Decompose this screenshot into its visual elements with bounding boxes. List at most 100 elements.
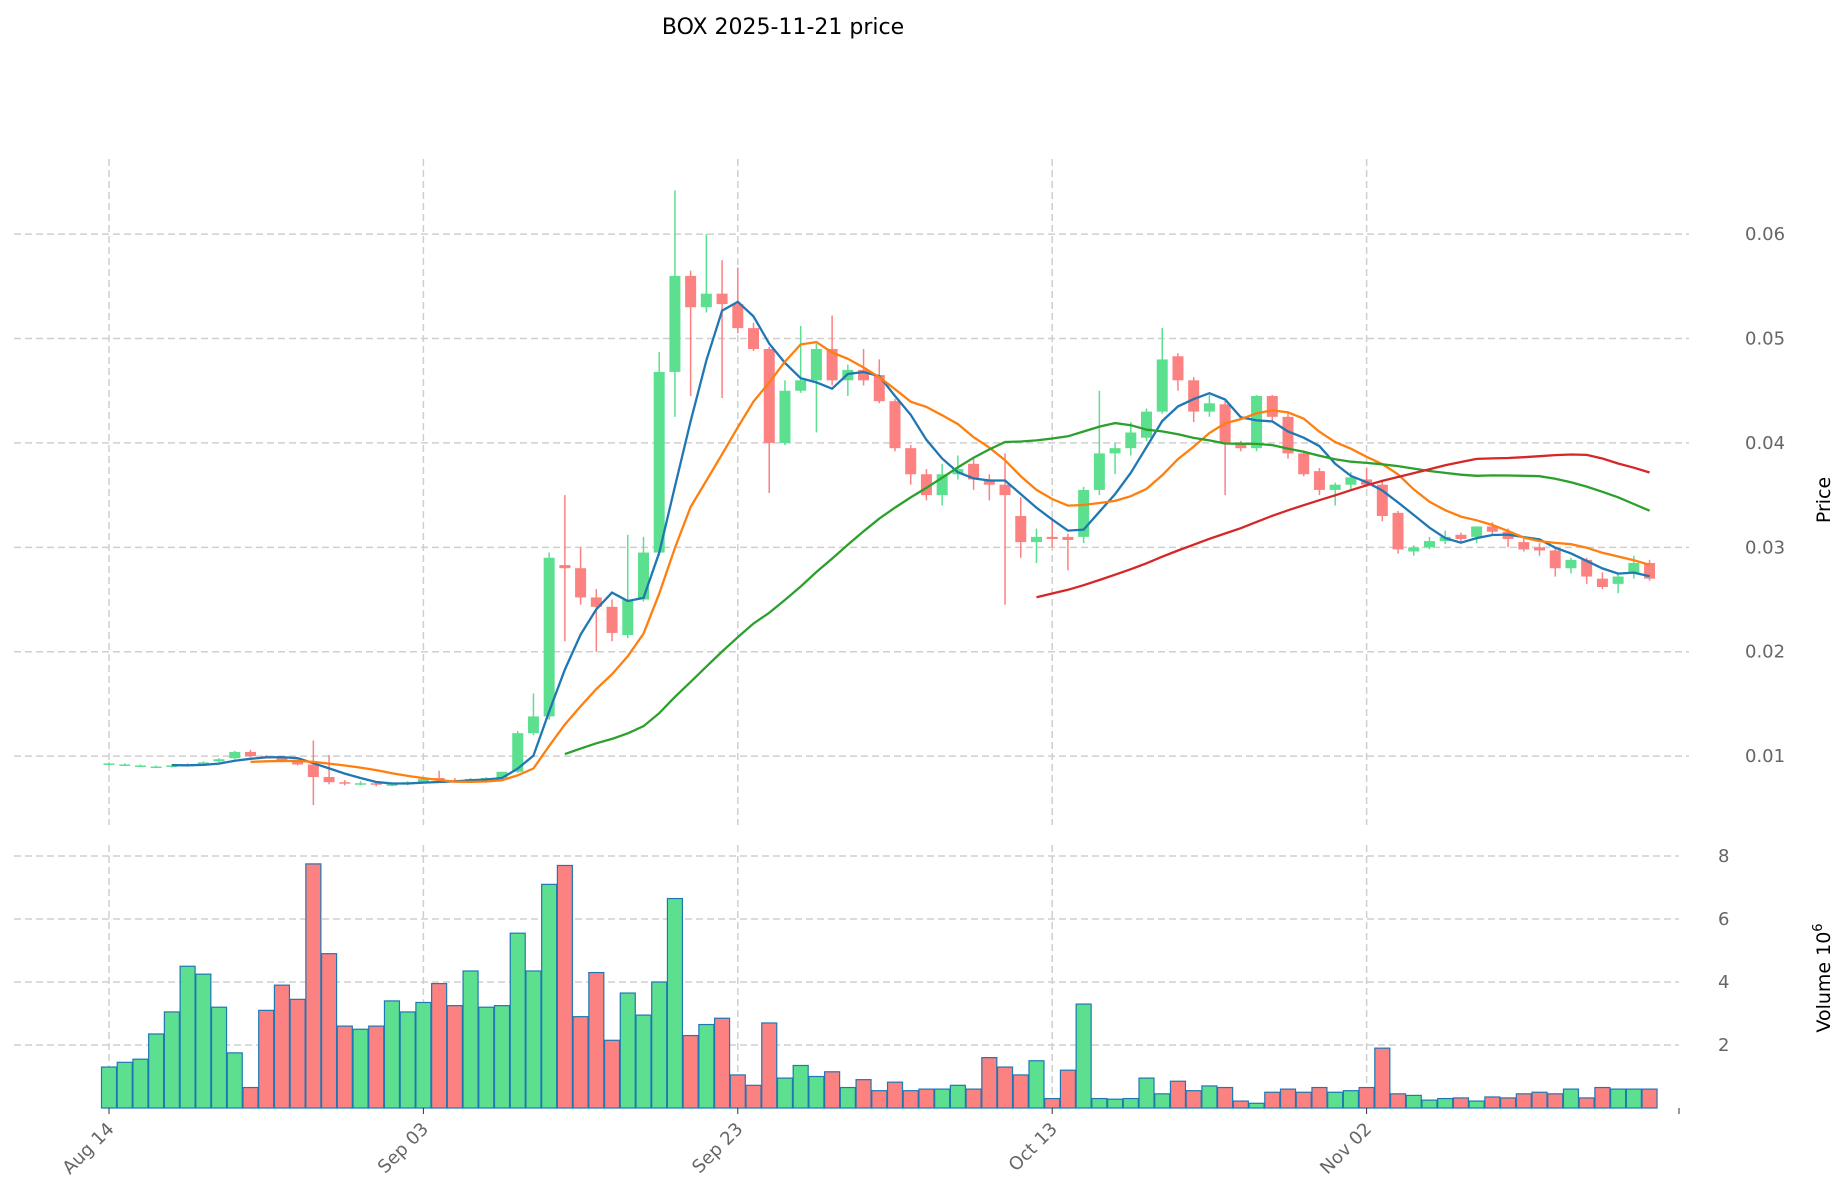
volume-bar bbox=[651, 981, 668, 1109]
candle-body bbox=[622, 599, 634, 636]
candle-body bbox=[637, 552, 649, 600]
candle-body bbox=[150, 766, 162, 769]
candle-body bbox=[386, 784, 398, 786]
volume-bar bbox=[179, 965, 196, 1109]
candle-body bbox=[512, 733, 524, 772]
moving-averages bbox=[171, 300, 1651, 785]
volume-bar bbox=[556, 864, 573, 1109]
ma-30-line bbox=[564, 421, 1651, 756]
volume-bar bbox=[1327, 1091, 1344, 1109]
volume-bar bbox=[1248, 1102, 1265, 1109]
volume-bar bbox=[635, 1014, 652, 1109]
candle-body bbox=[1015, 516, 1027, 543]
candle-body bbox=[134, 765, 146, 767]
candle-body bbox=[1251, 395, 1263, 449]
volume-bar bbox=[525, 970, 542, 1109]
volume-bar bbox=[902, 1090, 919, 1109]
candle-body bbox=[1141, 411, 1153, 438]
volume-bar bbox=[666, 897, 684, 1109]
candle-body bbox=[1612, 576, 1624, 584]
volume-bar bbox=[918, 1088, 935, 1109]
volume-bar bbox=[1374, 1047, 1391, 1109]
candle-body bbox=[1156, 359, 1168, 412]
candle-body bbox=[119, 764, 131, 766]
price-tick-label: 0.04 bbox=[1745, 433, 1785, 454]
price-axis-label: Price bbox=[1813, 477, 1835, 523]
candle-body bbox=[968, 463, 980, 480]
candle-body bbox=[1628, 562, 1640, 574]
volume-bar bbox=[776, 1077, 794, 1109]
volume-bar bbox=[116, 1061, 133, 1109]
x-tick-label: Sep 03 bbox=[374, 1119, 433, 1178]
candle-body bbox=[292, 761, 304, 765]
volume-bar bbox=[226, 1052, 243, 1109]
volume-bar bbox=[1342, 1090, 1359, 1109]
candle-body bbox=[590, 597, 602, 607]
volume-bar bbox=[1217, 1086, 1234, 1109]
volume-bar bbox=[808, 1075, 825, 1109]
volume-bar bbox=[588, 971, 605, 1109]
candle-body bbox=[1313, 471, 1325, 490]
candle-body bbox=[873, 375, 885, 402]
candle-body bbox=[810, 348, 822, 381]
volume-bar bbox=[289, 998, 306, 1109]
candle-body bbox=[779, 390, 791, 443]
volume-tick-label: 6 bbox=[1718, 909, 1729, 930]
volume-bar bbox=[981, 1057, 998, 1109]
candle-body bbox=[920, 474, 932, 496]
candle-body bbox=[575, 568, 587, 598]
ma-5-line bbox=[171, 300, 1650, 785]
candle-body bbox=[1392, 512, 1404, 550]
volume-bar bbox=[1594, 1086, 1611, 1109]
volume-bar bbox=[1641, 1088, 1658, 1109]
volume-bar bbox=[1169, 1080, 1187, 1109]
candle-body bbox=[606, 606, 618, 633]
volume-bar bbox=[729, 1074, 746, 1109]
volume-bar bbox=[195, 973, 212, 1109]
candle-body bbox=[1486, 526, 1498, 532]
candle-body bbox=[763, 348, 775, 443]
candle-body bbox=[229, 751, 241, 759]
candle-body bbox=[103, 763, 115, 765]
candle-body bbox=[1093, 453, 1105, 490]
volume-bar bbox=[934, 1088, 951, 1109]
volume-bar bbox=[1562, 1088, 1580, 1109]
price-tick-label: 0.03 bbox=[1745, 537, 1785, 558]
volume-bar bbox=[792, 1064, 809, 1109]
candle-body bbox=[716, 293, 728, 305]
candle-body bbox=[826, 348, 838, 381]
volume-bar bbox=[210, 1006, 228, 1109]
candle-body bbox=[1046, 536, 1058, 539]
candle-body bbox=[1235, 442, 1247, 449]
candle-body bbox=[1518, 542, 1530, 550]
volume-bars bbox=[100, 863, 1658, 1109]
candle-body bbox=[244, 751, 256, 757]
volume-bar bbox=[1311, 1086, 1328, 1109]
volume-bar bbox=[462, 970, 479, 1109]
volume-bar bbox=[839, 1086, 856, 1109]
volume-tick-label: 8 bbox=[1718, 846, 1729, 867]
volume-bar bbox=[1484, 1096, 1501, 1109]
x-tick-label: Aug 14 bbox=[59, 1119, 119, 1179]
volume-bar bbox=[1468, 1100, 1485, 1109]
chart-title: BOX 2025-11-21 price bbox=[662, 15, 904, 40]
candle-body bbox=[197, 762, 209, 765]
volume-bar bbox=[1437, 1097, 1454, 1109]
volume-bar bbox=[493, 1005, 511, 1109]
grid bbox=[14, 159, 1689, 1108]
volume-bar bbox=[446, 1005, 463, 1109]
ma-10-line bbox=[250, 340, 1650, 784]
volume-bar bbox=[305, 863, 322, 1109]
volume-bar bbox=[368, 1025, 385, 1109]
volume-bar bbox=[824, 1071, 841, 1109]
candle-body bbox=[983, 479, 995, 485]
volume-bar bbox=[855, 1079, 872, 1109]
x-tick-label: Sep 23 bbox=[688, 1119, 747, 1178]
candle-body bbox=[685, 275, 697, 308]
volume-bar bbox=[603, 1039, 621, 1109]
volume-bar bbox=[478, 1006, 495, 1109]
volume-bar bbox=[1295, 1091, 1312, 1109]
candle-body bbox=[276, 757, 288, 762]
candle-body bbox=[1471, 526, 1483, 537]
volume-bar bbox=[1075, 1003, 1092, 1109]
